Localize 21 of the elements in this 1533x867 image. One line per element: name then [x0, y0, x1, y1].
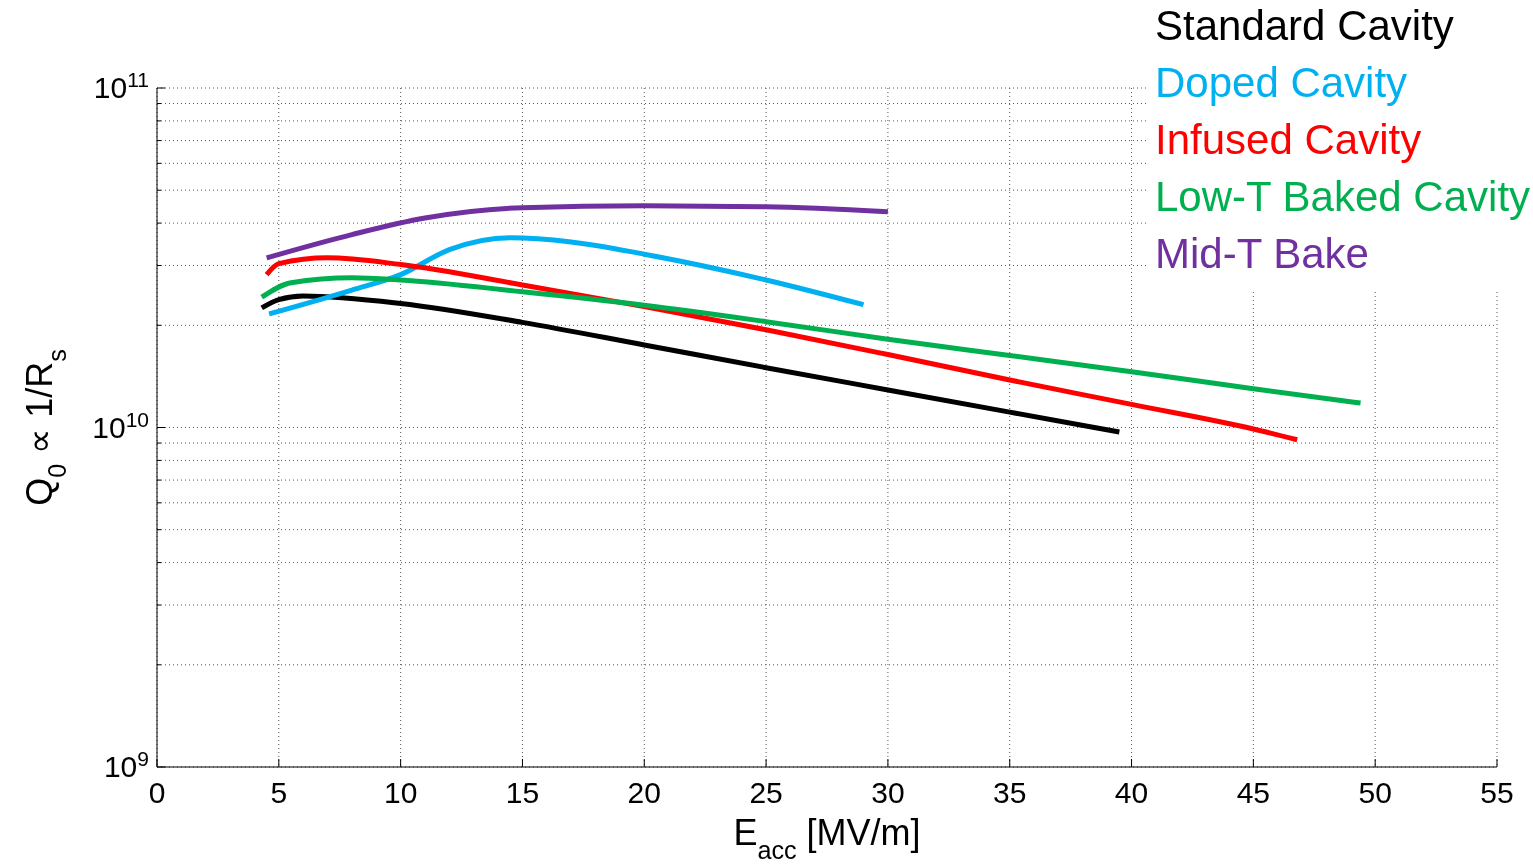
x-tick-label: 20 [627, 776, 661, 809]
text: Mid-T Bake [1155, 230, 1369, 277]
y-tick-label: 10$^{11}$ [93, 67, 149, 104]
x-tick-label: 30 [871, 776, 905, 809]
x-tick-label: 45 [1236, 776, 1271, 809]
x-tick-label: 10 [383, 776, 418, 809]
x-tick-label: 35 [993, 776, 1027, 809]
y-tick-label: 10$^{10}$ [92, 407, 149, 444]
x-tick-label: 55 [1480, 776, 1514, 809]
x-axis-title: E$_{acc}$ [MV/m] [733, 812, 921, 864]
text: Standard Cavity [1155, 2, 1454, 49]
x-tick-label: 0 [148, 776, 166, 809]
x-tick-label: 50 [1358, 776, 1392, 809]
x-tick-label: 40 [1114, 776, 1149, 809]
text: Low-T Baked Cavity [1155, 173, 1531, 220]
text: Doped Cavity [1155, 59, 1408, 106]
text: Infused Cavity [1155, 116, 1422, 163]
x-tick-label: 25 [749, 776, 783, 809]
x-tick-label: 5 [270, 776, 288, 809]
y-tick-label: 10$^{9}$ [103, 746, 149, 783]
x-tick-label: 15 [505, 776, 540, 809]
